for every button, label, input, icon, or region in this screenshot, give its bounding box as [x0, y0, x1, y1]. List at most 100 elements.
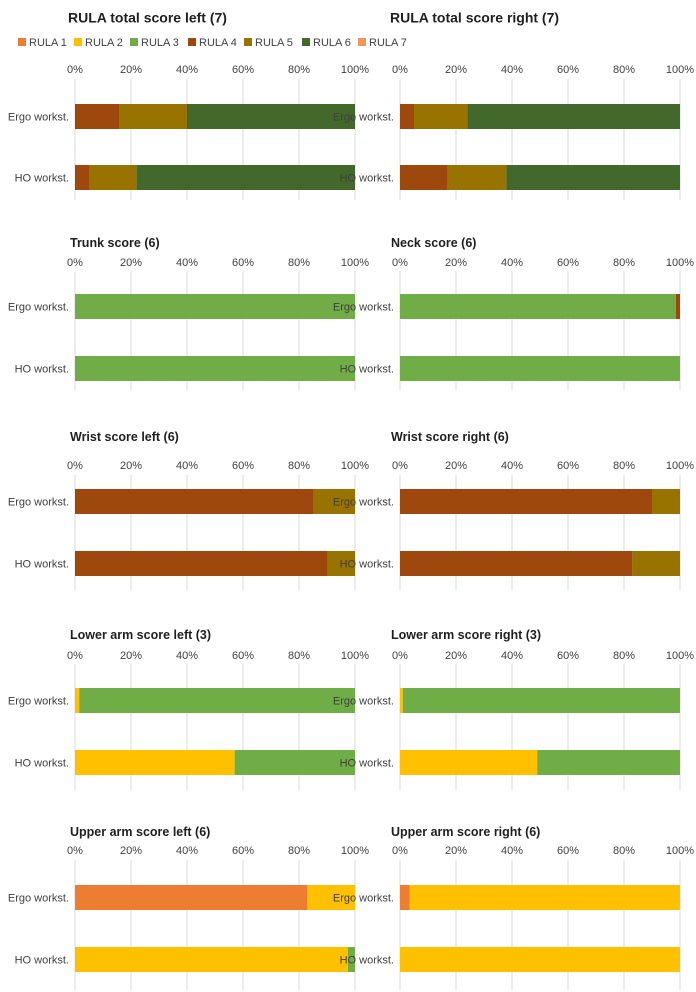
chart-6-title: Wrist score right (6) — [391, 430, 509, 444]
chart-8-tick-label: 60% — [557, 650, 579, 662]
chart-1-category-label: HO workst. — [15, 173, 69, 185]
chart-4-tick-label: 20% — [445, 257, 467, 269]
chart-8-tick-label: 0% — [392, 650, 408, 662]
legend-item-rula-2: RULA 2 — [74, 37, 123, 49]
chart-2-bar-rula-4-ho — [400, 165, 448, 190]
chart-10-category-label: HO workst. — [340, 955, 394, 967]
chart-10-category-label: Ergo workst. — [333, 893, 394, 905]
legend-swatch-rula-2 — [74, 38, 82, 46]
panels: RULA total score left (7) 0% 20% 40% 60% 80% 1… — [8, 9, 694, 990]
chart-8-tick-label: 100% — [666, 650, 694, 662]
chart-9-category-label: HO workst. — [15, 955, 69, 967]
chart-2-bar-rula-6-ergo — [467, 104, 680, 129]
chart-10-tick-label: 100% — [666, 845, 694, 857]
chart-9-bar-rula-2-ho — [75, 947, 348, 972]
chart-9-tick-label: 40% — [176, 845, 198, 857]
chart-7-tick-label: 100% — [341, 650, 369, 662]
chart-7-bar-rula-3-ho — [234, 750, 355, 775]
chart-3-panel: Trunk score (6) 0% 20% 40% 60% 80% 100% Ergo wo… — [8, 236, 369, 390]
legend: RULA 1 RULA 2 RULA 3 RULA 4 RULA 5 RULA 6 RULA… — [18, 37, 407, 49]
chart-2-tick-label: 100% — [666, 64, 694, 76]
legend-item-rula-7: RULA 7 — [358, 37, 407, 49]
chart-5-bar-rula-5-ho — [327, 551, 355, 576]
chart-5-tick-label: 0% — [67, 460, 83, 472]
chart-1-panel: RULA total score left (7) 0% 20% 40% 60% 80% 1… — [8, 9, 369, 200]
chart-3-category-label: HO workst. — [15, 364, 69, 376]
chart-6-tick-label: 40% — [501, 460, 523, 472]
chart-1-bar-rula-4-ergo — [75, 104, 120, 129]
chart-8-bar-rula-2-ergo — [400, 688, 403, 713]
legend-item-rula-4: RULA 4 — [188, 37, 237, 49]
chart-7-tick-label: 60% — [232, 650, 254, 662]
chart-10-tick-label: 0% — [392, 845, 408, 857]
chart-10-bar-rula-2-ergo — [409, 885, 680, 910]
legend-item-rula-5: RULA 5 — [244, 37, 293, 49]
chart-5-bar-rula-5-ergo — [313, 489, 355, 514]
chart-9-bar-rula-2-ergo — [307, 885, 355, 910]
chart-4-tick-label: 60% — [557, 257, 579, 269]
legend-label-rula-1: RULA 1 — [29, 37, 67, 49]
chart-3-tick-label: 60% — [232, 257, 254, 269]
chart-7-bar-rula-3-ergo — [79, 688, 355, 713]
chart-5-tick-label: 80% — [288, 460, 310, 472]
chart-3-bar-rula-3-ergo — [75, 294, 355, 319]
chart-9-panel: Upper arm score left (6) 0% 20% 40% 60% 80% 10… — [8, 825, 369, 990]
chart-2-bar-rula-5-ho — [447, 165, 507, 190]
chart-7-category-label: Ergo workst. — [8, 696, 69, 708]
chart-7-panel: Lower arm score left (3) 0% 20% 40% 60% 80% 10… — [8, 628, 369, 790]
chart-3-tick-label: 100% — [341, 257, 369, 269]
chart-5-tick-label: 60% — [232, 460, 254, 472]
legend-label-rula-5: RULA 5 — [255, 37, 293, 49]
chart-1-tick-label: 80% — [288, 64, 310, 76]
chart-1-bar-rula-6-ho — [136, 165, 355, 190]
chart-4-tick-label: 100% — [666, 257, 694, 269]
chart-4-bar-rula-3-ho — [400, 356, 680, 381]
chart-9-tick-label: 0% — [67, 845, 83, 857]
chart-5-category-label: Ergo workst. — [8, 497, 69, 509]
chart-6-tick-label: 80% — [613, 460, 635, 472]
chart-8-title: Lower arm score right (3) — [391, 628, 541, 642]
chart-8-category-label: HO workst. — [340, 758, 394, 770]
chart-4-panel: Neck score (6) 0% 20% 40% 60% 80% 100% Ergo wor… — [333, 236, 694, 390]
chart-7-tick-label: 40% — [176, 650, 198, 662]
chart-5-bar-rula-4-ho — [75, 551, 327, 576]
chart-3-tick-label: 20% — [120, 257, 142, 269]
legend-item-rula-6: RULA 6 — [302, 37, 351, 49]
chart-2-tick-label: 40% — [501, 64, 523, 76]
chart-4-bar-rula-3-ergo — [400, 294, 676, 319]
chart-1-bar-rula-5-ergo — [119, 104, 187, 129]
chart-8-bar-rula-2-ho — [400, 750, 538, 775]
chart-6-bar-rula-5-ergo — [652, 489, 680, 514]
chart-10-tick-label: 80% — [613, 845, 635, 857]
chart-5-title: Wrist score left (6) — [70, 430, 179, 444]
chart-8-tick-label: 80% — [613, 650, 635, 662]
chart-7-tick-label: 80% — [288, 650, 310, 662]
chart-9-bar-rula-3-ho — [348, 947, 355, 972]
chart-9-bar-rula-1-ergo — [75, 885, 308, 910]
chart-6-tick-label: 60% — [557, 460, 579, 472]
chart-10-bar-rula-1-ergo — [400, 885, 410, 910]
chart-5-tick-label: 100% — [341, 460, 369, 472]
chart-8-bar-rula-3-ergo — [402, 688, 680, 713]
chart-1-title: RULA total score left (7) — [68, 9, 227, 25]
chart-3-title: Trunk score (6) — [70, 236, 160, 250]
legend-label-rula-6: RULA 6 — [313, 37, 351, 49]
chart-8-bar-rula-3-ho — [537, 750, 680, 775]
legend-item-rula-1: RULA 1 — [18, 37, 67, 49]
chart-8-tick-label: 20% — [445, 650, 467, 662]
chart-2-tick-label: 20% — [445, 64, 467, 76]
chart-1-tick-label: 0% — [67, 64, 83, 76]
chart-6-category-label: Ergo workst. — [333, 497, 394, 509]
chart-6-tick-label: 100% — [666, 460, 694, 472]
chart-8-category-label: Ergo workst. — [333, 696, 394, 708]
chart-4-category-label: HO workst. — [340, 364, 394, 376]
legend-swatch-rula-7 — [358, 38, 366, 46]
legend-label-rula-7: RULA 7 — [369, 37, 407, 49]
chart-3-tick-label: 0% — [67, 257, 83, 269]
chart-4-tick-label: 80% — [613, 257, 635, 269]
chart-4-tick-label: 0% — [392, 257, 408, 269]
chart-7-bar-rula-2-ergo — [75, 688, 80, 713]
chart-9-tick-label: 100% — [341, 845, 369, 857]
legend-label-rula-3: RULA 3 — [141, 37, 179, 49]
